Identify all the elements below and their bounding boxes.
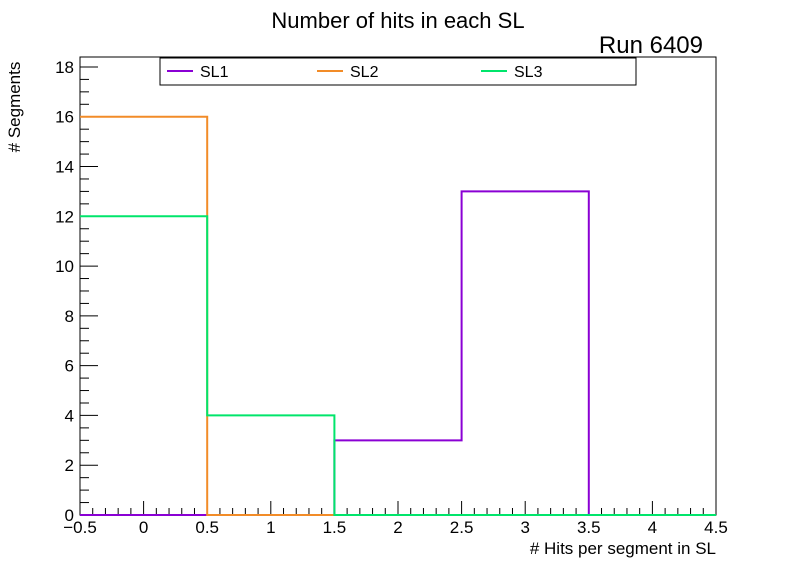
x-tick-label: 0 — [139, 518, 148, 537]
legend-label-sl1: SL1 — [200, 64, 229, 81]
x-tick-label: 1.5 — [323, 518, 347, 537]
y-axis-label: # Segments — [5, 62, 24, 153]
legend-label-sl2: SL2 — [350, 64, 379, 81]
y-tick-label: 16 — [55, 108, 74, 127]
x-tick-label: 2.5 — [450, 518, 474, 537]
y-tick-label: 4 — [65, 406, 74, 425]
y-tick-label: 0 — [65, 506, 74, 525]
x-tick-label: 4.5 — [704, 518, 728, 537]
series-sl1-line — [80, 190, 716, 516]
chart-title: Number of hits in each SL — [271, 8, 524, 33]
x-axis: −0.5 0 0.5 1 1.5 2 2.5 3 3.5 4 4.5 — [63, 501, 728, 537]
x-axis-label: # Hits per segment in SL — [530, 539, 716, 558]
y-tick-label: 14 — [55, 158, 74, 177]
series-sl3-line — [80, 215, 716, 516]
legend: SL1 SL2 SL3 — [159, 57, 637, 86]
y-tick-label: 18 — [55, 58, 74, 77]
x-tick-label: 3.5 — [577, 518, 601, 537]
x-tick-label: 1 — [266, 518, 275, 537]
y-tick-label: 8 — [65, 307, 74, 326]
run-label: Run 6409 — [599, 32, 703, 59]
x-tick-label: 3 — [520, 518, 529, 537]
legend-label-sl3: SL3 — [514, 64, 543, 81]
x-tick-label: −0.5 — [63, 518, 97, 537]
y-tick-label: 2 — [65, 456, 74, 475]
series-layer — [80, 115, 716, 516]
legend-box — [159, 57, 637, 86]
y-tick-label: 10 — [55, 257, 74, 276]
x-tick-label: 4 — [648, 518, 657, 537]
plot-frame — [79, 56, 717, 516]
y-tick-label: 6 — [65, 357, 74, 376]
x-tick-label: 2 — [393, 518, 402, 537]
series-sl2-line — [80, 115, 716, 516]
x-tick-label: 0.5 — [195, 518, 219, 537]
plot-area — [79, 56, 717, 516]
y-tick-label: 12 — [55, 207, 74, 226]
y-axis: 0 2 4 6 8 10 12 14 16 18 — [55, 58, 98, 525]
